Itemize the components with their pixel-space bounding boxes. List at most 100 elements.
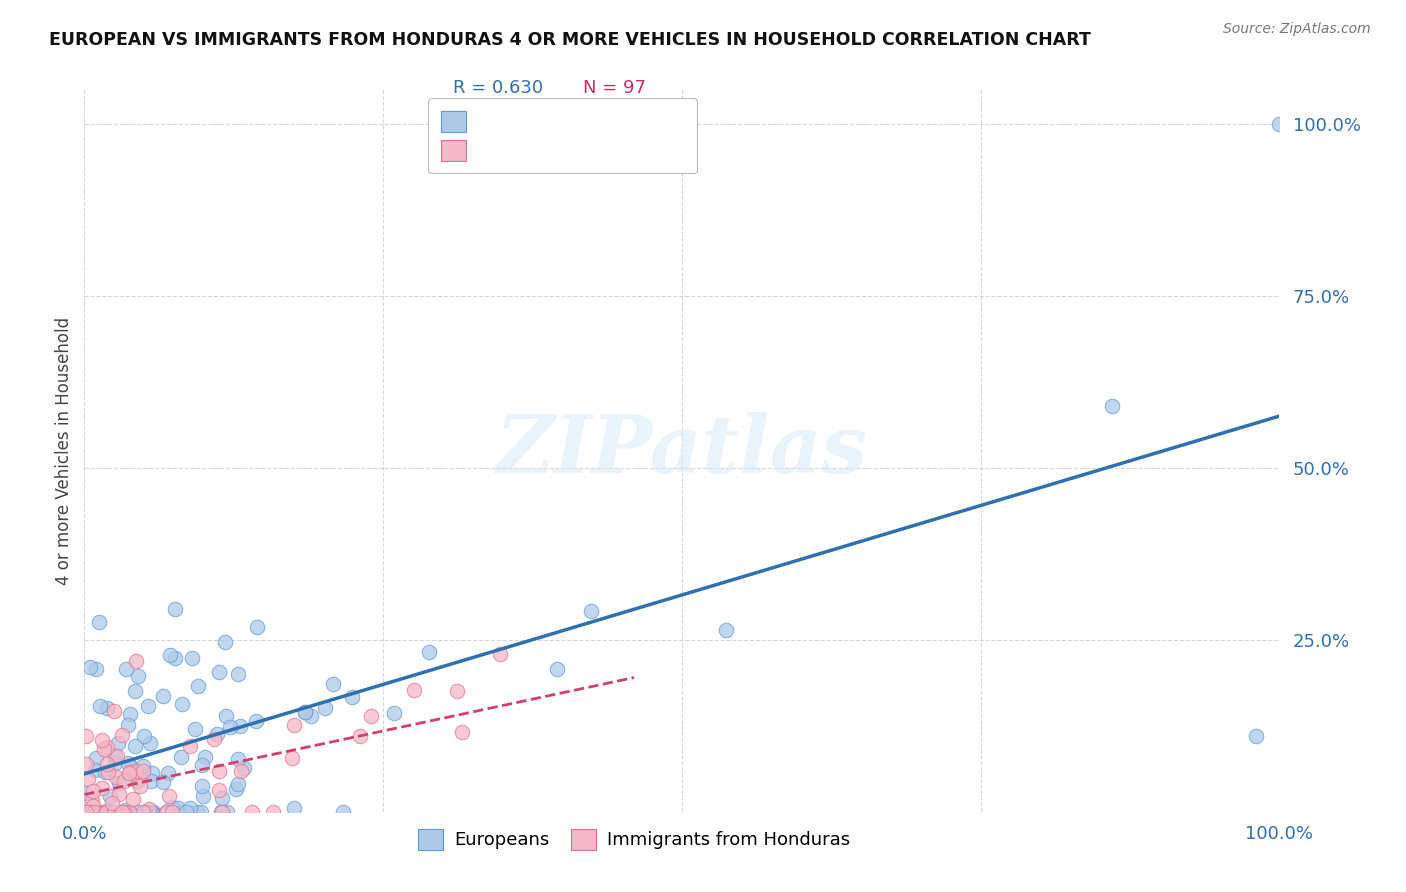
Point — [90, 780, 112, 795]
Point — [112, 805, 135, 819]
Point — [103, 704, 125, 718]
Point — [186, 805, 208, 819]
Point — [107, 736, 129, 750]
Point — [294, 705, 316, 719]
Point — [104, 756, 127, 770]
Point — [451, 725, 474, 739]
Point — [127, 669, 149, 683]
Point — [226, 752, 249, 766]
Point — [174, 805, 197, 819]
Text: N = 61: N = 61 — [583, 105, 647, 123]
Point — [138, 698, 160, 713]
Point — [314, 701, 336, 715]
Point — [225, 781, 247, 796]
Point — [142, 805, 165, 819]
Point — [128, 779, 150, 793]
Point — [207, 783, 229, 797]
Point — [214, 634, 236, 648]
Point — [1101, 399, 1123, 413]
Point — [156, 805, 179, 819]
Point — [418, 645, 440, 659]
Point — [139, 805, 162, 819]
Point — [716, 623, 738, 637]
Point — [82, 794, 104, 808]
Point — [132, 729, 155, 743]
Point — [132, 759, 155, 773]
Point — [179, 801, 201, 815]
Legend:                                     ,                                     : , — [429, 98, 696, 173]
Point — [202, 732, 225, 747]
Text: N = 97: N = 97 — [583, 78, 647, 96]
Point — [207, 764, 229, 778]
Point — [170, 697, 193, 711]
Point — [190, 779, 212, 793]
Point — [89, 699, 111, 714]
Point — [159, 648, 181, 662]
Point — [77, 805, 100, 819]
Point — [80, 805, 103, 819]
Point — [162, 805, 184, 819]
Point — [131, 805, 153, 819]
Point — [245, 714, 267, 728]
Point — [98, 789, 121, 804]
Point — [82, 784, 104, 798]
Point — [294, 705, 316, 719]
Point — [332, 805, 354, 819]
Point — [128, 771, 150, 785]
Point — [322, 677, 344, 691]
Point — [91, 733, 114, 747]
Point — [93, 805, 115, 819]
Point — [194, 750, 217, 764]
Point — [98, 805, 121, 819]
Point — [141, 766, 163, 780]
Point — [219, 720, 242, 734]
Point — [108, 787, 131, 801]
Point — [205, 726, 228, 740]
Point — [228, 777, 250, 791]
Point — [125, 764, 148, 779]
Point — [187, 679, 209, 693]
Point — [108, 776, 131, 790]
Point — [283, 718, 305, 732]
Point — [209, 805, 232, 819]
Point — [101, 797, 124, 811]
Point — [76, 729, 98, 743]
Point — [1268, 117, 1291, 131]
Point — [165, 651, 187, 665]
Point — [155, 805, 177, 819]
Point — [84, 750, 107, 764]
Point — [340, 690, 363, 704]
Point — [170, 750, 193, 764]
Point — [75, 756, 97, 771]
Point — [215, 805, 238, 819]
Point — [118, 706, 141, 721]
Point — [96, 805, 118, 819]
Point — [75, 805, 97, 819]
Point — [179, 739, 201, 753]
Point — [96, 764, 118, 779]
Point — [132, 764, 155, 778]
Point — [82, 798, 104, 813]
Point — [152, 689, 174, 703]
Point — [96, 805, 118, 819]
Point — [96, 740, 118, 755]
Point — [79, 805, 101, 819]
Point — [117, 718, 139, 732]
Point — [97, 804, 120, 818]
Point — [125, 654, 148, 668]
Point — [349, 729, 371, 743]
Point — [118, 805, 141, 819]
Point — [138, 805, 160, 819]
Point — [83, 763, 105, 777]
Point — [83, 805, 105, 819]
Point — [169, 805, 191, 819]
Point — [77, 772, 100, 786]
Point — [104, 771, 127, 785]
Point — [281, 751, 304, 765]
Point — [118, 805, 141, 819]
Point — [112, 774, 135, 789]
Point — [160, 800, 183, 814]
Point — [125, 805, 148, 819]
Point — [211, 791, 233, 805]
Point — [167, 801, 190, 815]
